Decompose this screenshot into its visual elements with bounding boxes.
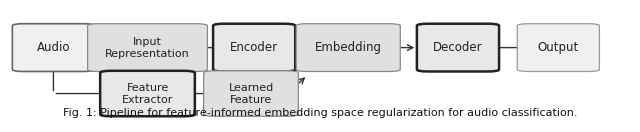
Text: Feature
Extractor: Feature Extractor xyxy=(122,82,173,105)
Text: Learned
Feature: Learned Feature xyxy=(228,82,274,105)
Text: Encoder: Encoder xyxy=(230,41,278,54)
FancyBboxPatch shape xyxy=(213,24,295,72)
FancyBboxPatch shape xyxy=(296,24,400,72)
FancyBboxPatch shape xyxy=(88,24,207,72)
Text: Output: Output xyxy=(538,41,579,54)
Text: Decoder: Decoder xyxy=(433,41,483,54)
FancyBboxPatch shape xyxy=(12,24,95,72)
Text: Embedding: Embedding xyxy=(315,41,381,54)
Text: Fig. 1: Pipeline for feature-informed embedding space regularization for audio c: Fig. 1: Pipeline for feature-informed em… xyxy=(63,108,577,118)
FancyBboxPatch shape xyxy=(204,71,298,116)
Text: Input
Representation: Input Representation xyxy=(105,37,190,59)
FancyBboxPatch shape xyxy=(517,24,600,72)
FancyBboxPatch shape xyxy=(100,71,195,116)
Text: Audio: Audio xyxy=(36,41,70,54)
FancyBboxPatch shape xyxy=(417,24,499,72)
